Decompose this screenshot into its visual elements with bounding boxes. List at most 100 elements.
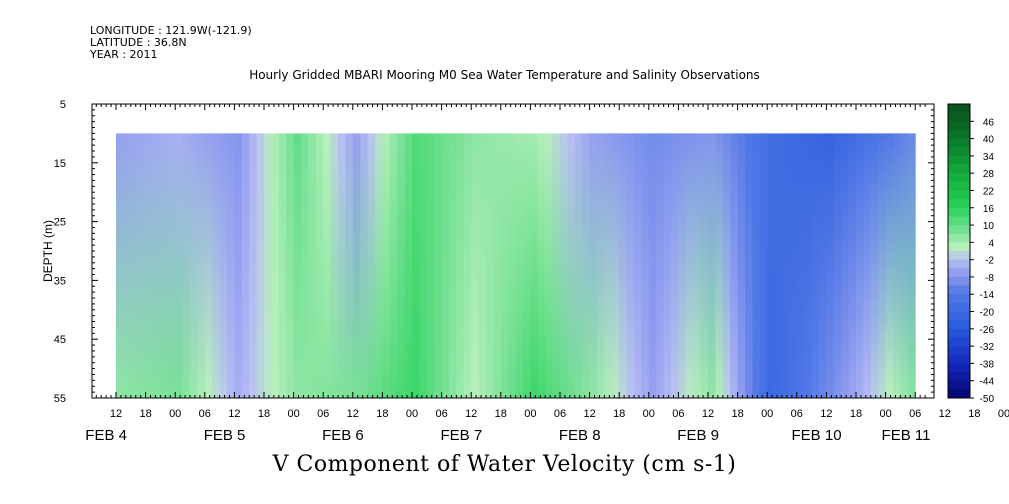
y-tick-label: 5 <box>60 99 66 111</box>
longitude-label: LONGITUDE : 121.9W(-121.9) <box>90 24 252 37</box>
x-hour-label: 06 <box>199 408 211 420</box>
heatmap-column <box>574 133 583 398</box>
year-label: YEAR : 2011 <box>90 48 158 61</box>
x-hour-label: 18 <box>376 408 388 420</box>
colorbar-swatch <box>948 276 970 286</box>
heatmap-column <box>767 133 776 398</box>
heatmap-column <box>204 133 213 398</box>
heatmap-column <box>116 133 124 398</box>
heatmap-column <box>130 133 139 398</box>
x-hour-label: 18 <box>968 408 980 420</box>
colorbar-swatch <box>948 112 970 122</box>
heatmap-column <box>323 133 332 398</box>
heatmap-column <box>153 133 161 398</box>
x-hour-label: 00 <box>643 408 655 420</box>
y-tick-labels: 5 15 25 35 45 55 <box>54 99 66 405</box>
x-hour-labels: 12 18 00 06 12 18 00 06 12 18 00 06 12 18 00 06 12 18 00 06… <box>110 408 1009 420</box>
heatmap-column <box>286 133 295 398</box>
heatmap-column <box>582 133 591 398</box>
heatmap-column <box>478 133 487 398</box>
heatmap-column <box>352 133 361 398</box>
chart-title: Hourly Gridded MBARI Mooring M0 Sea Wate… <box>249 68 760 82</box>
heatmap-column <box>227 133 235 398</box>
heatmap-column <box>560 133 568 398</box>
heatmap-column <box>611 133 620 398</box>
heatmap-column <box>715 133 724 398</box>
heatmap-column <box>426 133 435 398</box>
heatmap-column <box>863 133 872 398</box>
heatmap-column <box>907 133 916 398</box>
colorbar-label: 34 <box>983 152 995 163</box>
heatmap-column <box>552 133 561 398</box>
heatmap-column <box>663 133 672 398</box>
x-hour-label: 00 <box>169 408 181 420</box>
colorbar-label: -32 <box>980 342 995 353</box>
x-day-label: FEB 11 <box>882 427 931 444</box>
heatmap-column <box>641 133 650 398</box>
heatmap-column <box>434 133 443 398</box>
heatmap-column <box>745 133 753 398</box>
heatmap-column <box>804 133 813 398</box>
x-hour-label: 06 <box>554 408 566 420</box>
x-day-label: FEB 10 <box>792 427 842 444</box>
x-hour-label: 18 <box>258 408 270 420</box>
heatmap-column <box>708 133 716 398</box>
x-hour-label: 12 <box>347 408 359 420</box>
heatmap-column <box>545 133 554 398</box>
heatmap-column <box>693 133 702 398</box>
x-hour-label: 00 <box>761 408 773 420</box>
latitude-label: LATITUDE : 36.8N <box>90 36 187 49</box>
colorbar-swatch <box>948 389 970 399</box>
colorbar-label: -14 <box>980 290 995 301</box>
heatmap-column <box>700 133 709 398</box>
colorbar-swatch <box>948 207 970 217</box>
x-hour-label: 00 <box>287 408 299 420</box>
colorbar-swatch <box>948 164 970 174</box>
heatmap-column <box>397 133 406 398</box>
heatmap-column <box>841 133 850 398</box>
heatmap-column <box>167 133 176 398</box>
heatmap-column <box>774 133 783 398</box>
heatmap-column <box>508 133 517 398</box>
x-hour-label: 12 <box>583 408 595 420</box>
heatmap-column <box>486 133 494 398</box>
heatmap-column <box>182 133 191 398</box>
heatmap-column <box>819 133 827 398</box>
heatmap-column <box>737 133 746 398</box>
x-day-label: FEB 6 <box>322 427 364 444</box>
x-hour-label: 00 <box>524 408 536 420</box>
x-hour-label: 00 <box>406 408 418 420</box>
colorbar-swatch <box>948 346 970 356</box>
heatmap-column <box>293 133 302 398</box>
y-tick-label: 35 <box>54 275 66 287</box>
x-hour-label: 18 <box>613 408 625 420</box>
heatmap-column <box>656 133 665 398</box>
colorbar-label: 22 <box>983 186 995 197</box>
colorbar-swatch <box>948 328 970 338</box>
heatmap-column <box>249 133 258 398</box>
heatmap-column <box>301 133 309 398</box>
x-hour-label: 12 <box>939 408 951 420</box>
heatmap-column <box>893 133 901 398</box>
heatmap-column <box>870 133 879 398</box>
colorbar-swatch <box>948 337 970 347</box>
heatmap-column <box>900 133 909 398</box>
heatmap-column <box>271 133 280 398</box>
colorbar-label: 16 <box>983 204 995 215</box>
heatmap-column <box>441 133 450 398</box>
colorbar-swatch <box>948 216 970 226</box>
y-axis-title: DEPTH (m) <box>41 220 55 282</box>
heatmap-column <box>515 133 524 398</box>
heatmap-column <box>752 133 761 398</box>
colorbar-swatch <box>948 181 970 191</box>
colorbar-label: -26 <box>980 325 995 336</box>
heatmap-column <box>175 133 184 398</box>
x-day-label: FEB 8 <box>559 427 601 444</box>
colorbar-labels: 46 40 34 28 22 16 10 4 -2 -8 -14 -20 -26 -32 -38 -44 -50 <box>970 117 994 405</box>
x-hour-label: 06 <box>791 408 803 420</box>
colorbar-swatch <box>948 233 970 243</box>
heatmap-column <box>493 133 502 398</box>
heatmap-column <box>730 133 739 398</box>
axis-ticks <box>92 103 934 399</box>
